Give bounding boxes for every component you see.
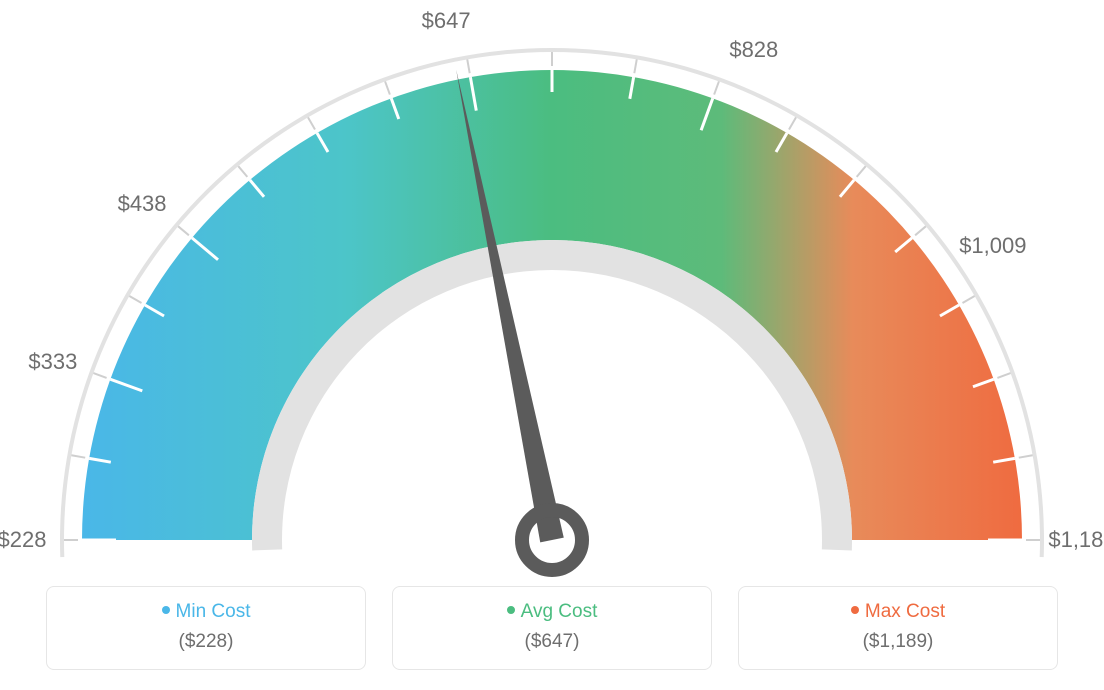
legend-title-max: Max Cost <box>749 601 1047 623</box>
legend-value-avg: ($647) <box>403 631 701 653</box>
dot-icon <box>162 606 170 614</box>
gauge-tick-label: $1,009 <box>959 233 1026 259</box>
gauge-tick-label: $333 <box>28 349 77 375</box>
cost-gauge-chart: $228 $333 $438 $647 $828 $1,009 $1,189 Min Cos… <box>0 0 1104 690</box>
legend-card-max: Max Cost ($1,189) <box>738 586 1058 670</box>
gauge-svg <box>0 0 1104 580</box>
gauge-tick-label: $228 <box>0 527 46 553</box>
gauge-area: $228 $333 $438 $647 $828 $1,009 $1,189 <box>0 0 1104 580</box>
legend-row: Min Cost ($228) Avg Cost ($647) Max Cost… <box>0 586 1104 670</box>
gauge-tick-label: $1,189 <box>1048 527 1104 553</box>
legend-value-min: ($228) <box>57 631 355 653</box>
dot-icon <box>507 606 515 614</box>
legend-value-max: ($1,189) <box>749 631 1047 653</box>
legend-card-min: Min Cost ($228) <box>46 586 366 670</box>
legend-title-min: Min Cost <box>57 601 355 623</box>
legend-label: Min Cost <box>176 601 251 622</box>
gauge-tick-label: $438 <box>118 191 167 217</box>
legend-title-avg: Avg Cost <box>403 601 701 623</box>
legend-label: Avg Cost <box>521 601 598 622</box>
dot-icon <box>851 606 859 614</box>
gauge-tick-label: $828 <box>729 37 778 63</box>
legend-label: Max Cost <box>865 601 945 622</box>
gauge-tick-label: $647 <box>422 8 471 34</box>
legend-card-avg: Avg Cost ($647) <box>392 586 712 670</box>
